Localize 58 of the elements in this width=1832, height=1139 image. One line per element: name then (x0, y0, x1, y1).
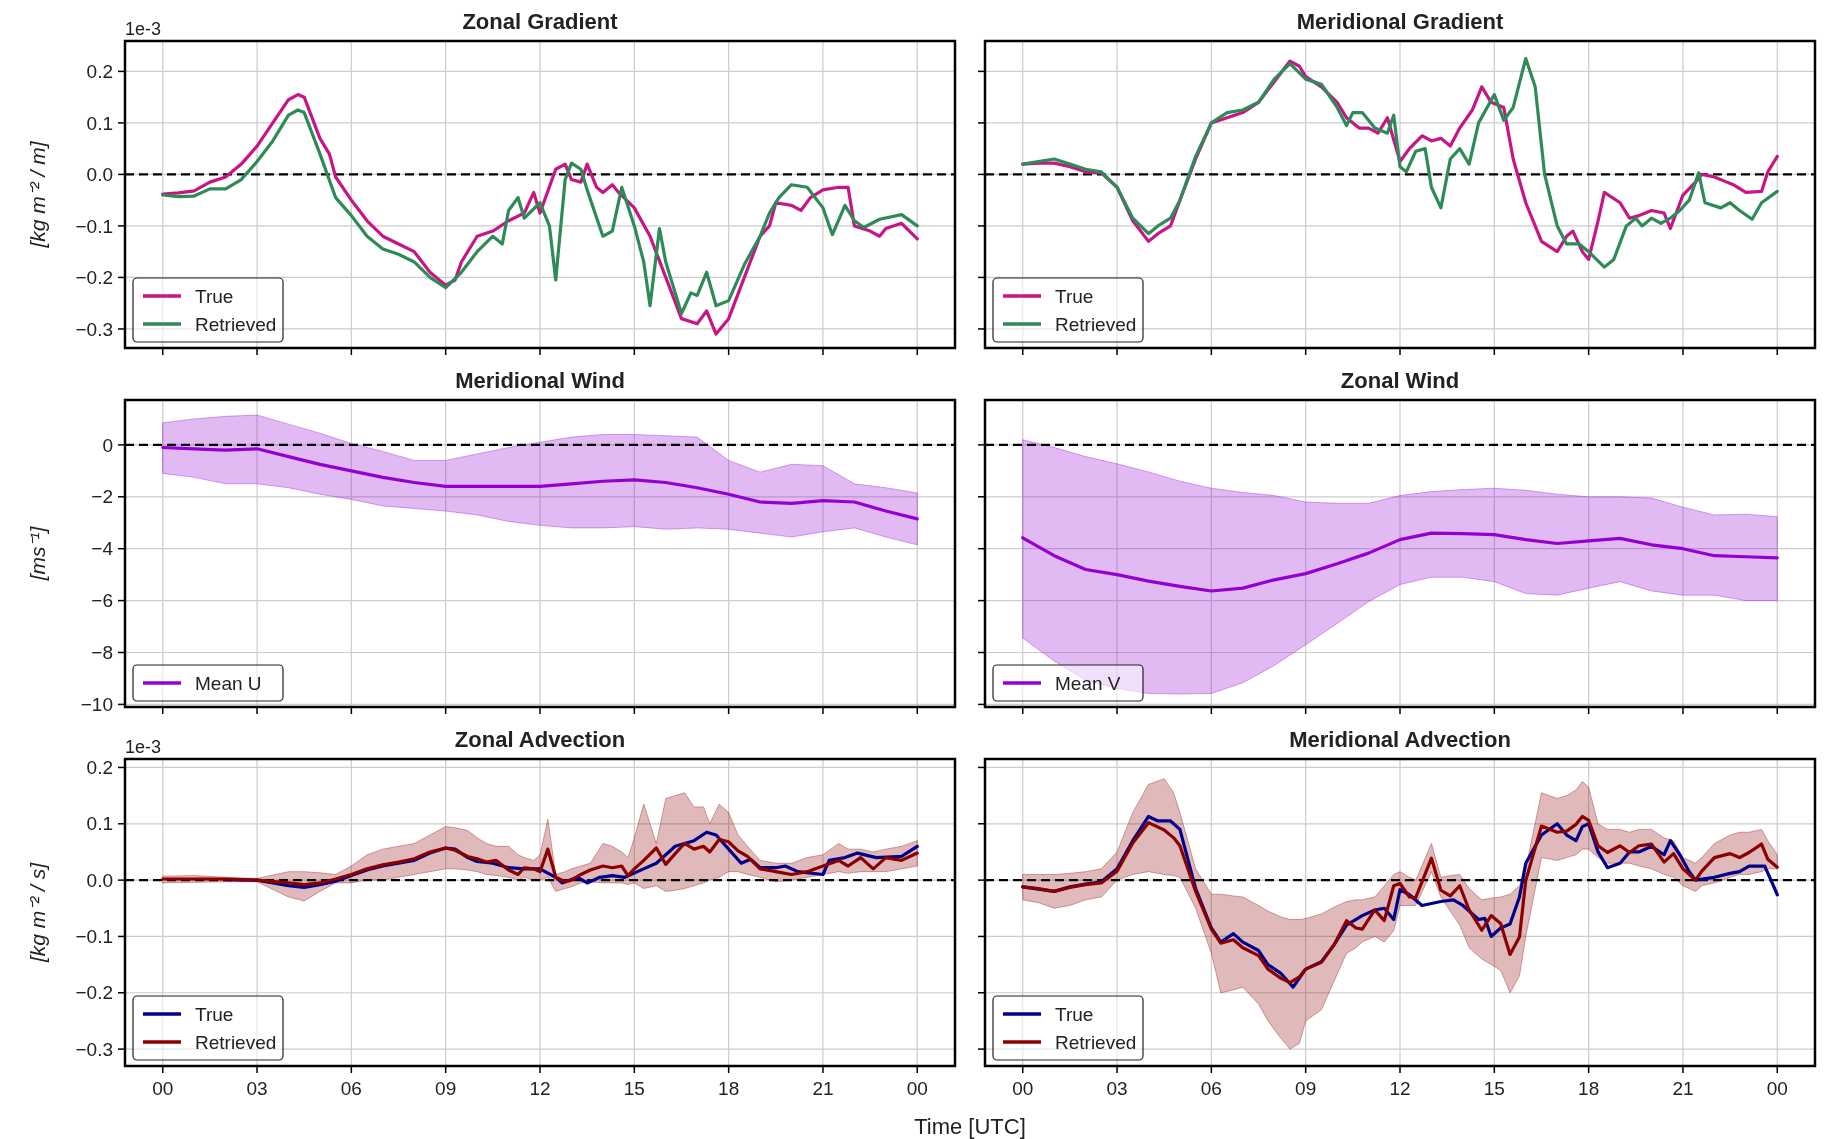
legend-label: True (1055, 285, 1094, 307)
x-tick-label: 03 (246, 1078, 268, 1099)
chart-title: Zonal Gradient (462, 9, 619, 34)
x-tick-label: 00 (906, 1078, 928, 1099)
y-tick-label: −0.1 (75, 926, 113, 948)
chart-title: Zonal Advection (454, 727, 626, 752)
y-tick-label: 0.1 (86, 813, 113, 835)
y-tick-label: 0.0 (86, 164, 113, 186)
legend-label: Retrieved (195, 313, 277, 335)
y-tick-label: −2 (91, 486, 113, 508)
y-tick-label: 0.1 (86, 112, 113, 134)
y-axis-title: [ms⁻¹] (26, 525, 49, 582)
x-axis-title: Time [UTC] (914, 1114, 1026, 1139)
y-axis-title: [kg m⁻² / m] (26, 140, 49, 249)
x-tick-label: 12 (529, 1078, 551, 1099)
legend-label: Retrieved (1055, 313, 1137, 335)
y-tick-label: −8 (91, 642, 113, 664)
x-tick-label: 00 (1012, 1078, 1034, 1099)
y-axis-title: [kg m⁻² / s] (26, 861, 49, 964)
legend-label: Retrieved (1055, 1031, 1137, 1053)
chart-title: Zonal Wind (1340, 368, 1460, 393)
text: 1e-3 (125, 737, 162, 757)
y-tick-label: 0.0 (86, 869, 113, 891)
y-tick-label: 0 (102, 434, 113, 456)
x-tick-label: 09 (1295, 1078, 1317, 1099)
x-tick-label: 06 (1200, 1078, 1222, 1099)
x-tick-label: 18 (1578, 1078, 1600, 1099)
y-tick-label: 0.2 (86, 757, 113, 779)
y-tick-label: −0.2 (75, 267, 113, 289)
x-tick-label: 15 (1483, 1078, 1505, 1099)
y-tick-label: −0.3 (75, 1038, 113, 1060)
legend-label: True (195, 1003, 234, 1025)
y-tick-label: −0.3 (75, 318, 113, 340)
chart-title: Meridional Advection (1289, 727, 1511, 752)
x-tick-label: 15 (623, 1078, 645, 1099)
x-tick-label: 06 (340, 1078, 362, 1099)
legend-label: Mean V (1055, 672, 1121, 694)
y-tick-label: −10 (80, 694, 113, 716)
y-tick-label: 0.2 (86, 61, 113, 83)
x-tick-label: 00 (1766, 1078, 1788, 1099)
x-tick-label: 18 (718, 1078, 740, 1099)
x-tick-label: 21 (1672, 1078, 1694, 1099)
chart-title: Meridional Gradient (1296, 9, 1504, 34)
text: 1e-3 (125, 19, 162, 39)
y-tick-label: −4 (91, 538, 114, 560)
x-tick-label: 00 (152, 1078, 174, 1099)
y-tick-label: −6 (91, 590, 113, 612)
legend-label: Mean U (195, 672, 262, 694)
x-tick-label: 12 (1389, 1078, 1411, 1099)
chart-title: Meridional Wind (455, 368, 625, 393)
legend-label: Retrieved (195, 1031, 277, 1053)
x-tick-label: 03 (1106, 1078, 1128, 1099)
legend-label: True (1055, 1003, 1094, 1025)
y-tick-label: −0.1 (75, 215, 113, 237)
x-tick-label: 09 (435, 1078, 457, 1099)
y-tick-label: −0.2 (75, 982, 113, 1004)
legend-label: True (195, 285, 234, 307)
x-tick-label: 21 (812, 1078, 834, 1099)
